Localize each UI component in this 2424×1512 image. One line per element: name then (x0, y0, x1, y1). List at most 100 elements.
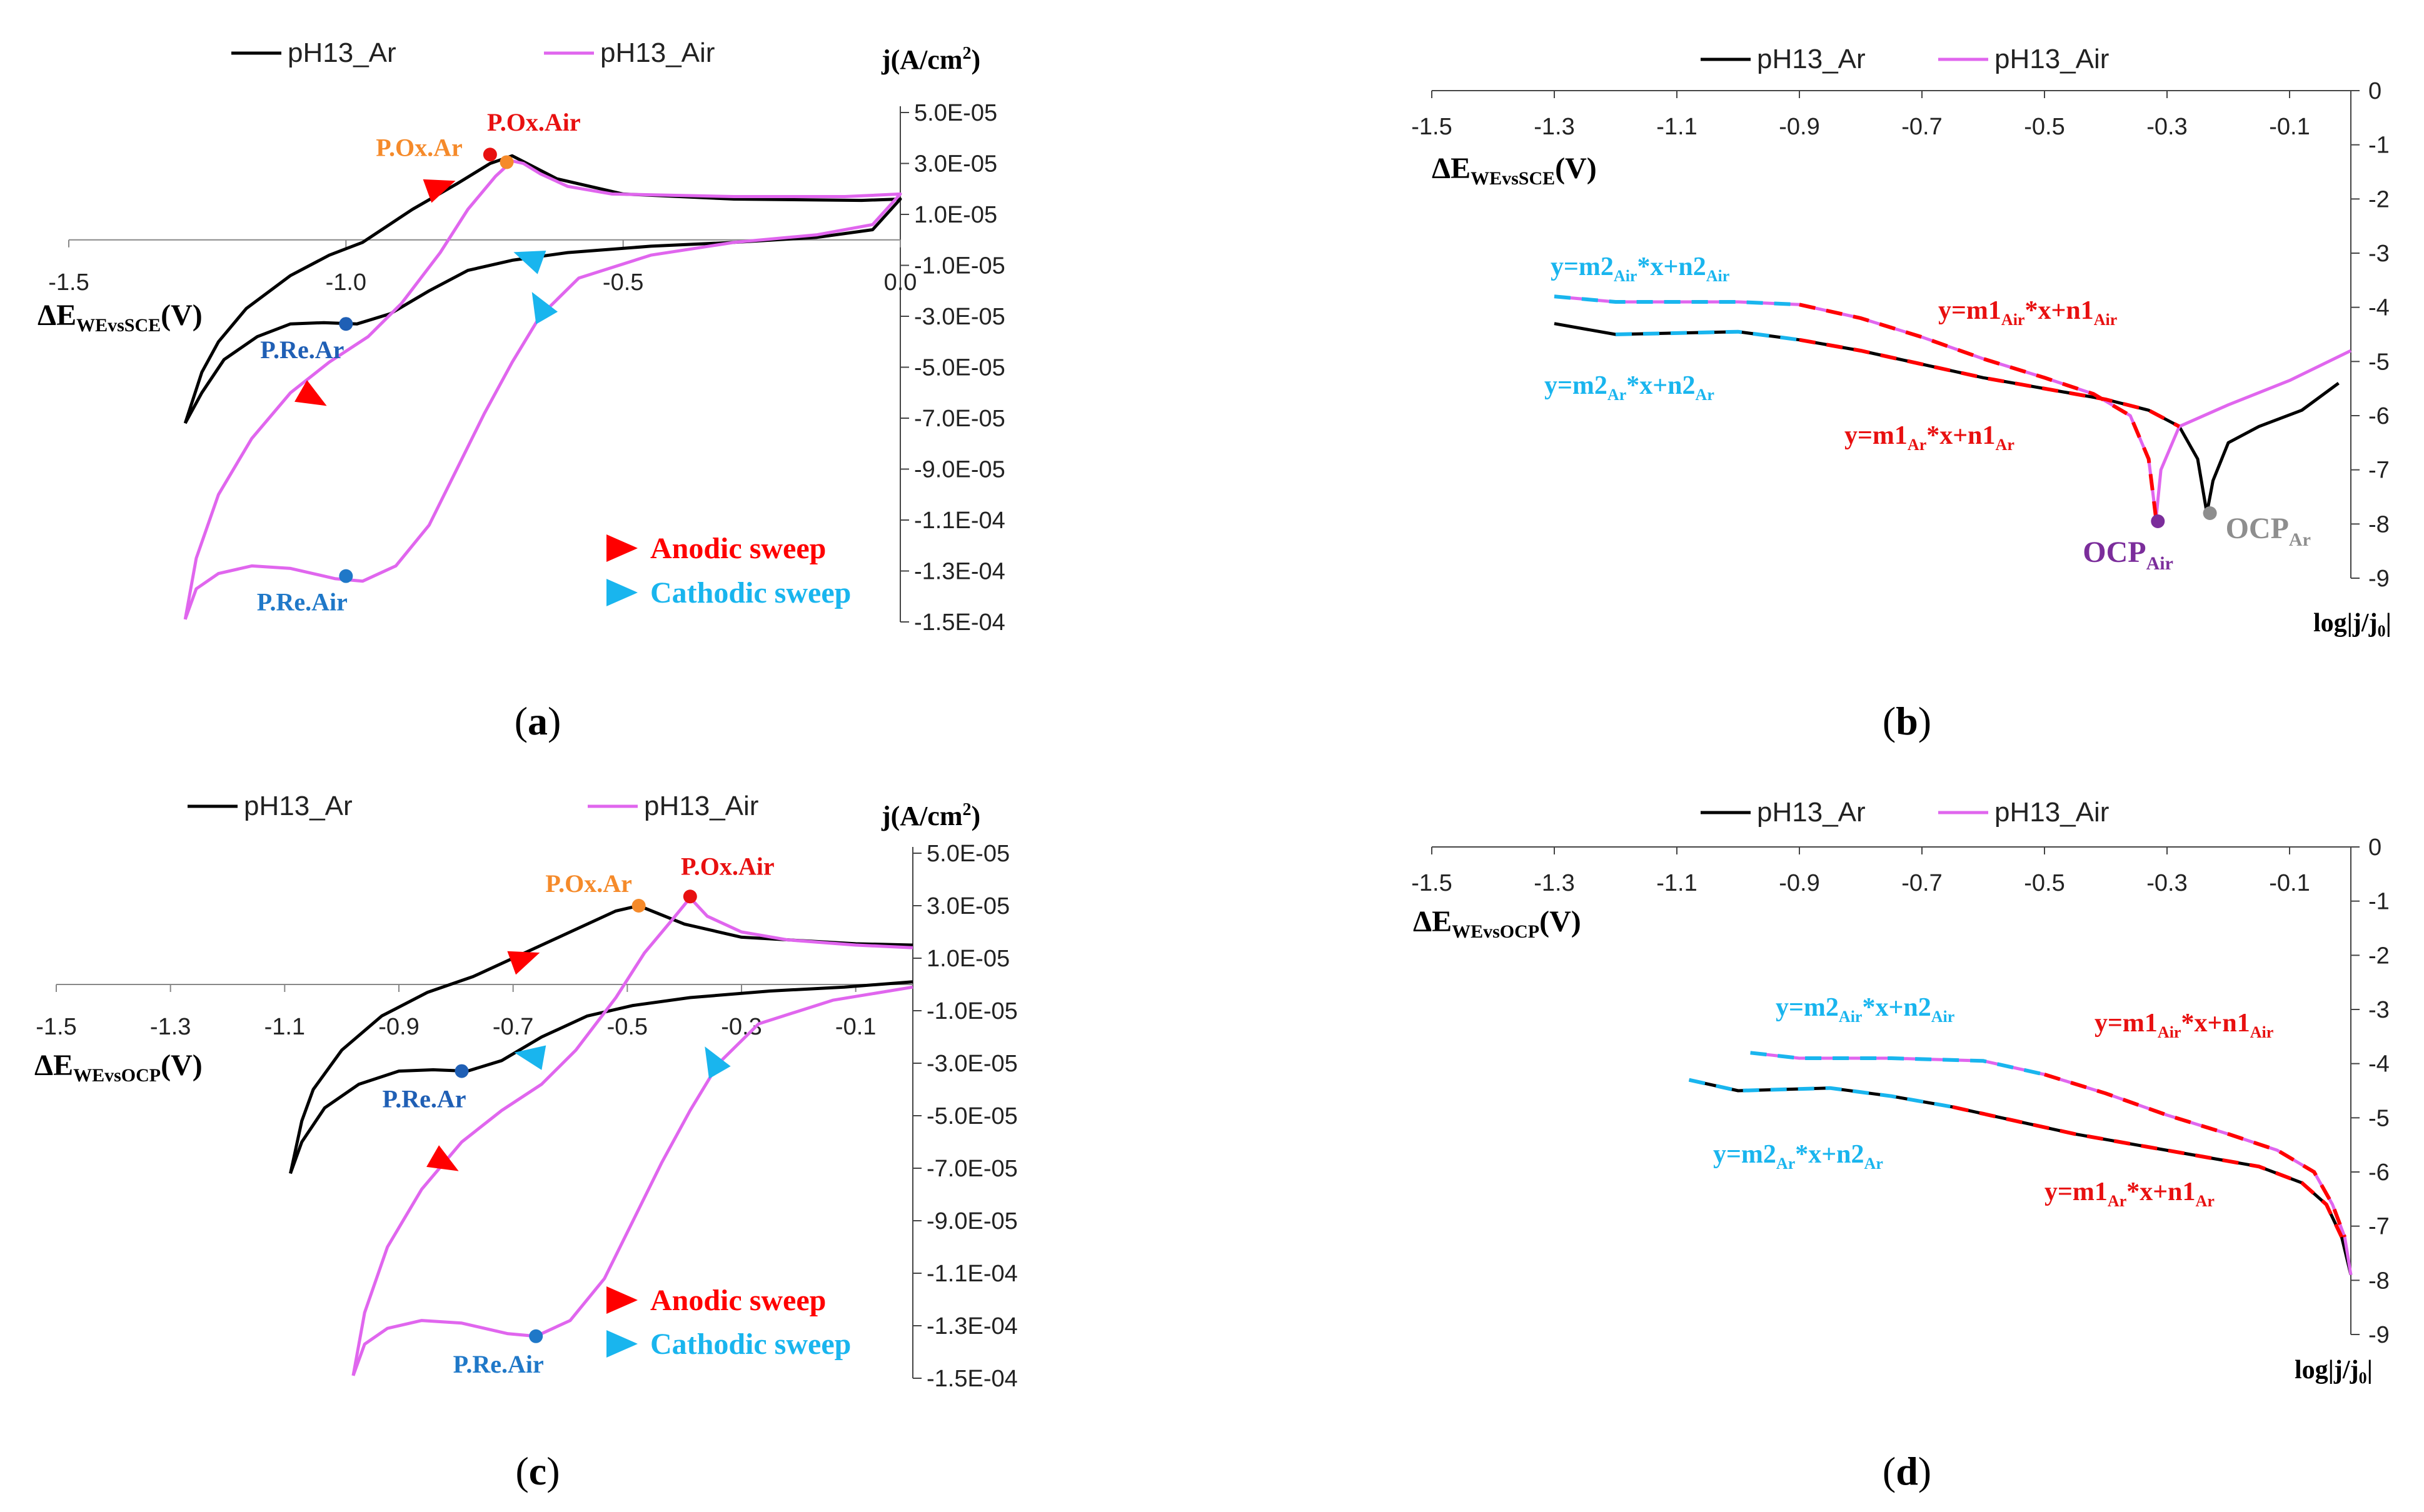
series-pH13_Ar (1689, 1080, 2351, 1275)
y-tick-label: -1.5E-04 (927, 1366, 1018, 1392)
y-tick-label: -8 (2368, 511, 2390, 538)
fit-label-sub: Ar (1908, 436, 1926, 454)
caption-letter: d (1896, 1449, 1918, 1493)
ocp-label-sub: Air (2146, 553, 2173, 574)
y-label-main: j(A/cm (881, 44, 963, 75)
fit-label-main: y=m1 (2095, 1009, 2158, 1038)
y-label-sup: 2 (963, 44, 972, 63)
cathodic-arrow (510, 241, 546, 274)
x-tick-label: -1.3 (1534, 114, 1574, 140)
peak-label: P.Ox.Air (487, 108, 581, 136)
y-tick-label: -9.0E-05 (927, 1208, 1018, 1234)
x-label-main: ΔE (34, 1049, 73, 1082)
x-axis-label-d: ΔEWEvsOCP(V) (1413, 905, 1581, 942)
peak-label: P.Ox.Air (681, 852, 775, 880)
legend-label-ar: pH13_Ar (1757, 44, 1866, 74)
peak-label: P.Re.Air (453, 1350, 544, 1378)
caption-c: (c) (515, 1449, 560, 1493)
x-label-sub: WEvsSCE (1471, 168, 1555, 189)
x-tick-label: -0.1 (835, 1014, 876, 1040)
x-label-unit: (V) (1539, 905, 1581, 938)
fit-label-mid: *x+n1 (2126, 1178, 2195, 1206)
y-tick-label: -4 (2368, 295, 2390, 321)
x-label-sub: WEvsOCP (73, 1065, 161, 1086)
fit-label: y=m2Ar*x+n2Ar (1713, 1140, 1883, 1173)
y-tick-label: -2 (2368, 186, 2390, 213)
y-label-sub: 0 (2359, 1369, 2367, 1387)
x-tick-label: 0.0 (884, 269, 917, 296)
y-label-main: log|j/j (2313, 609, 2378, 638)
y-axis-label: log|j/j0| (2295, 1356, 2373, 1387)
fit-label: y=m1Air*x+n1Air (1938, 296, 2117, 329)
y-tick-label: -3.0E-05 (914, 304, 1005, 330)
anodic-legend-marker (606, 1286, 638, 1314)
y-label-sub: 0 (2378, 622, 2386, 640)
caption-letter: b (1896, 699, 1918, 743)
fit-label-mid: *x+n1 (1926, 421, 1995, 450)
fit-label-sub: Air (1931, 1008, 1955, 1026)
x-tick-label: -1.5 (36, 1014, 76, 1040)
x-tick-label: -1.3 (1534, 870, 1574, 896)
fit-label-mid: *x+n1 (2024, 296, 2093, 325)
x-tick-label: -1.5 (1411, 114, 1452, 140)
caption-close: ) (1918, 1449, 1931, 1493)
caption-open: ( (1883, 699, 1896, 743)
y-tick-label: -9.0E-05 (914, 457, 1005, 483)
x-tick-label: -0.9 (1779, 114, 1819, 140)
anodic-legend-marker (606, 534, 638, 562)
fit-label: y=m1Air*x+n1Air (2095, 1009, 2273, 1041)
x-tick-label: -1.1 (264, 1014, 305, 1040)
fit-label-mid: *x+n1 (2181, 1009, 2250, 1038)
x-tick-label: -1.1 (1656, 114, 1697, 140)
cathodic-legend-label: Cathodic sweep (650, 576, 851, 609)
legend-label-air: pH13_Air (1994, 44, 2109, 74)
fit-label-sub: Ar (2196, 1192, 2215, 1210)
caption-open: ( (1883, 1449, 1896, 1493)
peak-marker (339, 569, 353, 583)
y-tick-label: -1.1E-04 (927, 1261, 1018, 1287)
fit-label-sub: Ar (1996, 436, 2014, 454)
ocp-marker (2151, 514, 2165, 528)
legend-label-air: pH13_Air (644, 791, 758, 821)
ocp-label-sub: Ar (2289, 529, 2311, 550)
series-pH13_Air (1554, 296, 2351, 518)
y-tick-label: 0 (2368, 78, 2381, 104)
x-tick-label: -0.7 (1901, 870, 1942, 896)
fit-label: y=m2Air*x+n2Air (1776, 993, 1954, 1026)
cathodic-legend-label: Cathodic sweep (650, 1328, 851, 1361)
peak-marker (683, 889, 697, 903)
legend-label-air: pH13_Air (1994, 797, 2109, 828)
y-tick-label: 0 (2368, 834, 2381, 861)
peak-label: P.Ox.Ar (376, 133, 463, 161)
x-tick-label: -0.5 (603, 269, 643, 296)
legend-label-ar: pH13_Ar (288, 38, 396, 68)
anodic-legend-label: Anodic sweep (650, 532, 826, 565)
ocp-label: OCPAr (2226, 512, 2311, 550)
peak-marker (455, 1064, 468, 1078)
fit-label-mid: *x+n2 (1626, 371, 1695, 400)
legend-c: pH13_Ar pH13_Air (188, 791, 758, 821)
panel-c: 5.0E-053.0E-051.0E-05-1.0E-05-3.0E-05-5.… (36, 800, 1017, 1392)
cathodic-legend-marker (606, 1330, 638, 1358)
y-tick-label: -1 (2368, 889, 2390, 915)
x-axis-label-c: ΔEWEvsOCP(V) (34, 1049, 203, 1086)
caption-close: ) (1918, 699, 1931, 743)
x-tick-label: -1.1 (1656, 870, 1697, 896)
series-pH13_Ar (291, 982, 913, 1174)
fit-label-mid: *x+n2 (1862, 993, 1931, 1022)
caption-close: ) (548, 699, 561, 743)
x-tick-label: -0.5 (2024, 870, 2064, 896)
y-tick-label: -5 (2368, 1105, 2390, 1131)
x-label-unit: (V) (161, 1049, 203, 1082)
x-tick-label: -0.1 (2269, 114, 2310, 140)
y-tick-label: -3 (2368, 997, 2390, 1023)
caption-d: (d) (1883, 1449, 1931, 1493)
y-tick-label: -8 (2368, 1268, 2390, 1294)
caption-letter: a (528, 699, 548, 743)
x-tick-label: -1.0 (326, 269, 366, 296)
x-label-sub: WEvsOCP (1452, 921, 1539, 942)
x-tick-label: -0.3 (2146, 114, 2187, 140)
peak-label: P.Ox.Ar (545, 869, 632, 898)
fit-label: y=m1Ar*x+n1Ar (2044, 1178, 2215, 1210)
fit-line (1799, 340, 2180, 427)
